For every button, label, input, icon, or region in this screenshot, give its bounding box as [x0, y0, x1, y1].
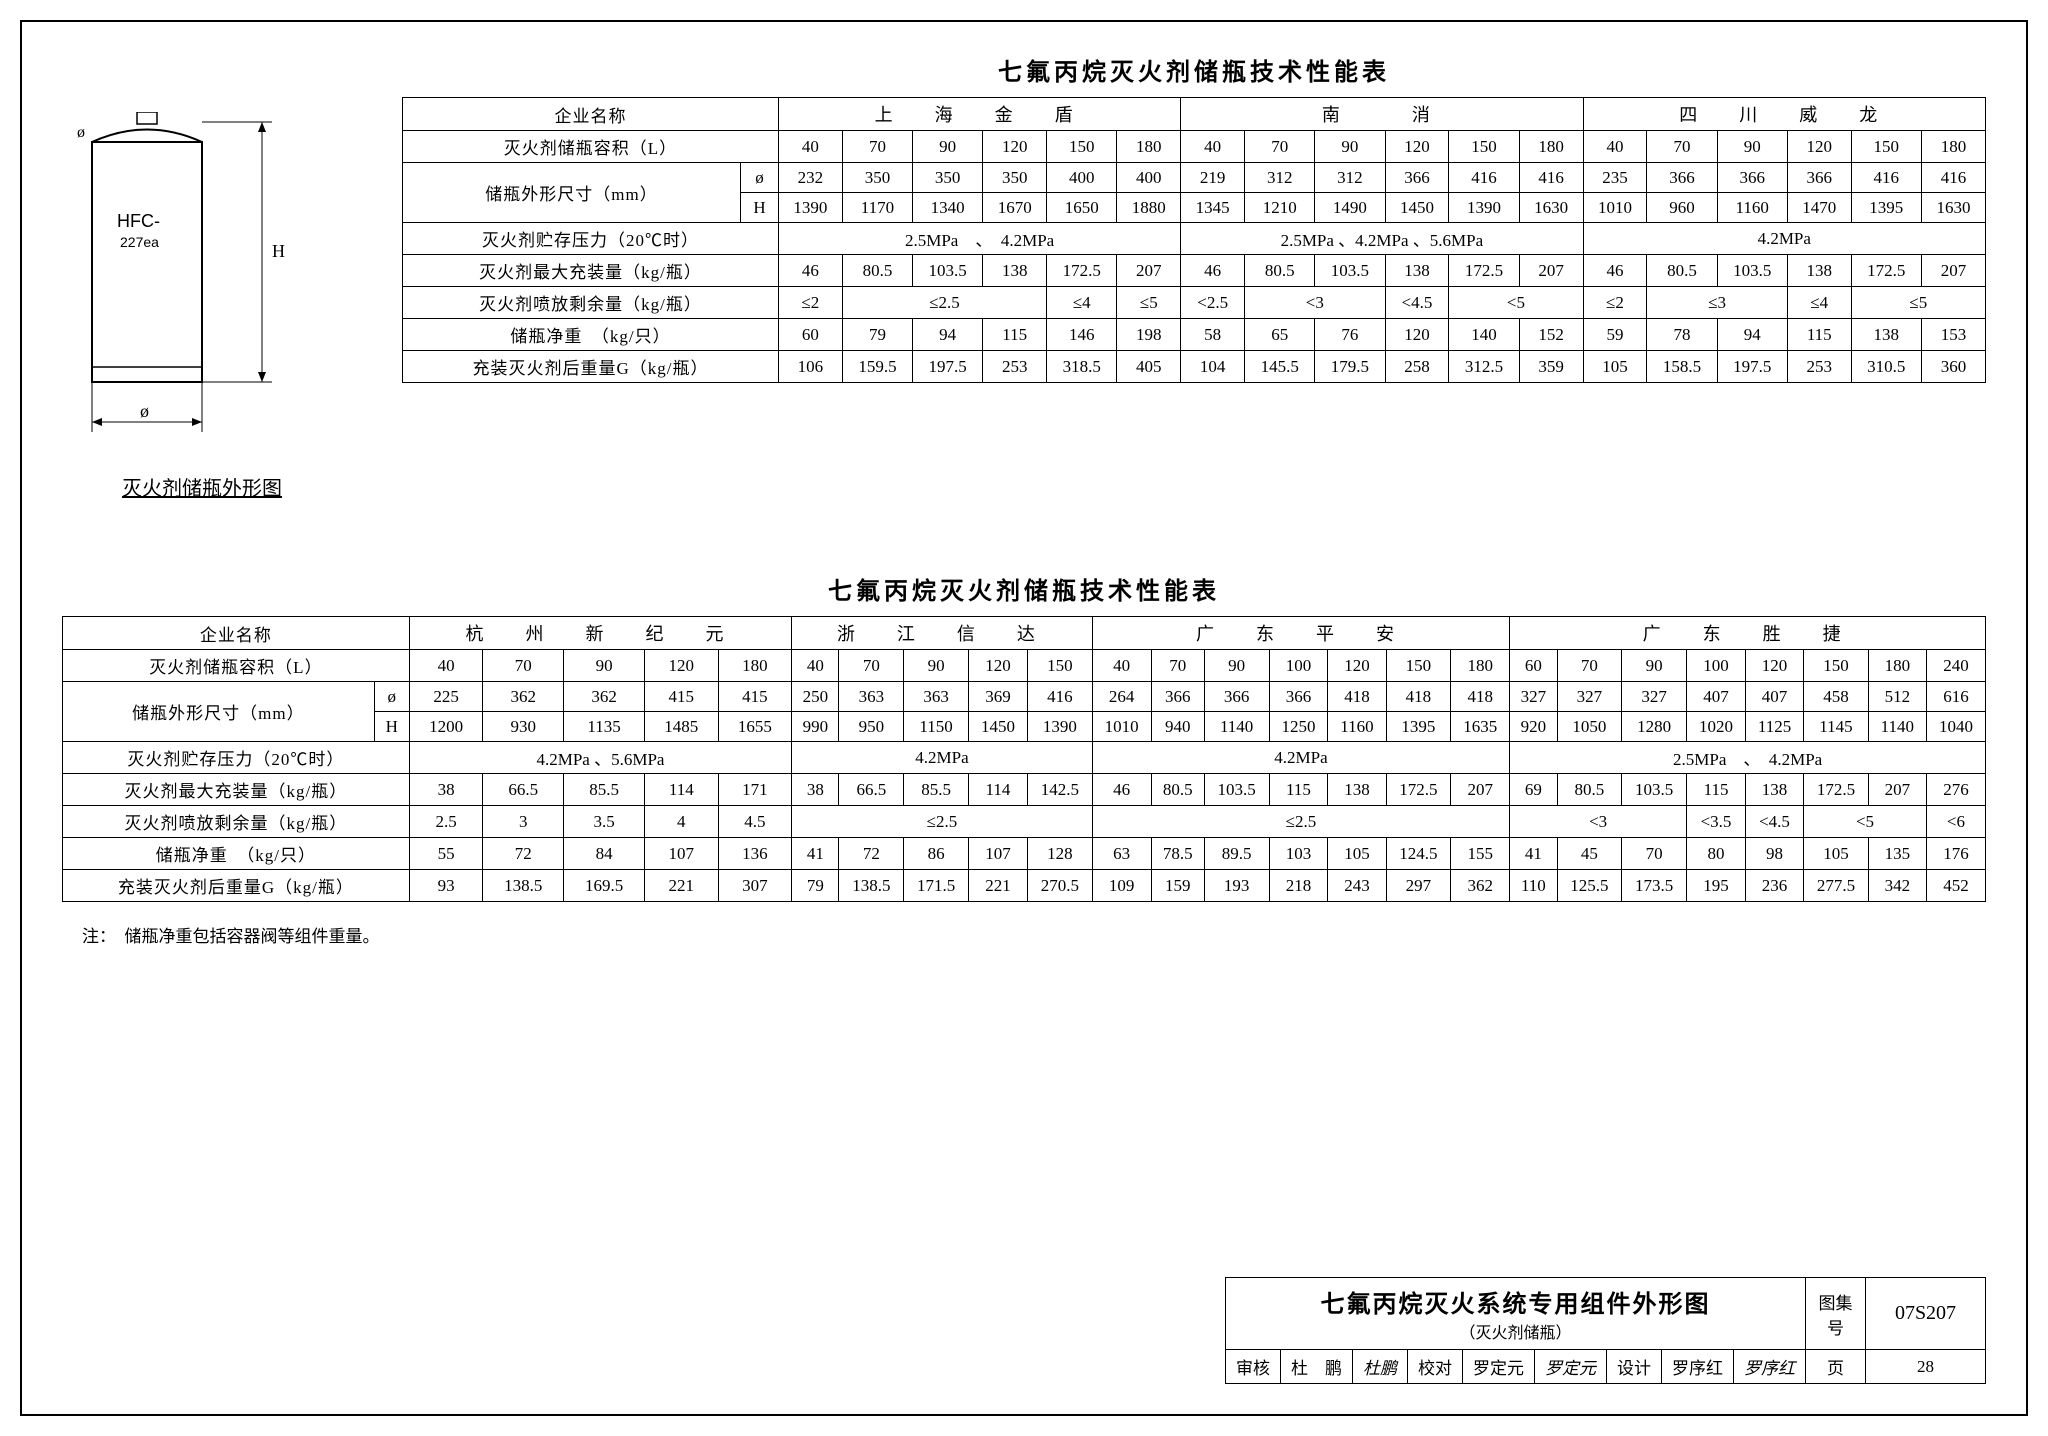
top-section: HFC- 227ea H ø ø 灭火剂储瓶外形图	[62, 52, 1986, 501]
footnote: 注： 储瓶净重包括容器阀等组件重量。	[82, 922, 1986, 947]
diagram-box: HFC- 227ea H ø ø 灭火剂储瓶外形图	[62, 52, 342, 501]
page-frame: HFC- 227ea H ø ø 灭火剂储瓶外形图	[20, 20, 2028, 1416]
title-block: 七氟丙烷灭火系统专用组件外形图（灭火剂储瓶）图集号07S207审核杜 鹏杜鹏校对…	[1225, 1277, 1986, 1384]
svg-text:ø: ø	[77, 124, 85, 141]
table2-section: 七氟丙烷灭火剂储瓶技术性能表 企业名称杭 州 新 纪 元浙 江 信 达广 东 平…	[62, 571, 1986, 902]
cylinder-svg: HFC- 227ea H ø ø	[62, 112, 322, 452]
table1-title: 七氟丙烷灭火剂储瓶技术性能表	[402, 52, 1986, 87]
diagram-caption: 灭火剂储瓶外形图	[62, 472, 342, 501]
table1-section: 七氟丙烷灭火剂储瓶技术性能表 企业名称上 海 金 盾南 消四 川 威 龙灭火剂储…	[402, 52, 1986, 501]
table2: 企业名称杭 州 新 纪 元浙 江 信 达广 东 平 安广 东 胜 捷灭火剂储瓶容…	[62, 616, 1986, 902]
svg-text:227ea: 227ea	[120, 234, 159, 250]
svg-text:ø: ø	[140, 401, 149, 421]
table2-title: 七氟丙烷灭火剂储瓶技术性能表	[62, 571, 1986, 606]
svg-text:HFC-: HFC-	[117, 211, 160, 231]
table1: 企业名称上 海 金 盾南 消四 川 威 龙灭火剂储瓶容积（L）407090120…	[402, 97, 1986, 383]
svg-text:H: H	[272, 241, 285, 261]
